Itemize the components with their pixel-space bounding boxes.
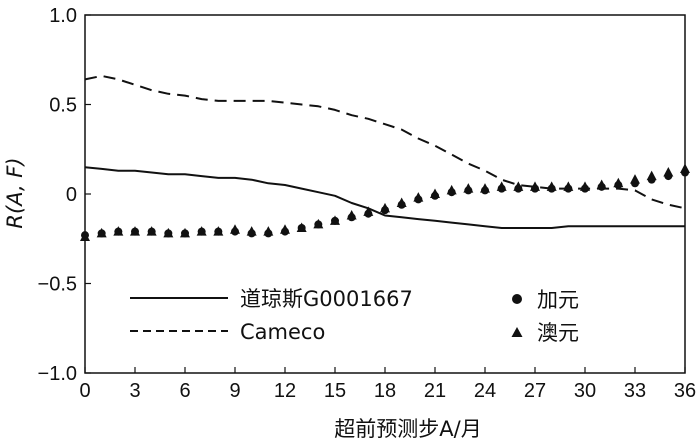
y-tick-label: 0.5	[49, 95, 77, 117]
aud-point	[663, 167, 674, 177]
legend-triangle-marker-icon	[511, 327, 523, 337]
x-tick-label: 18	[374, 380, 396, 402]
series-line-1	[84, 74, 686, 210]
legend-label-cad: 加元	[537, 288, 579, 312]
aud-point	[113, 226, 124, 236]
aud-point	[180, 227, 190, 238]
aud-point	[496, 181, 507, 191]
series-line-0	[84, 166, 685, 229]
aud-point	[230, 224, 240, 234]
x-tick-label: 3	[129, 380, 140, 402]
aud-point	[413, 192, 424, 202]
aud-point	[330, 215, 340, 225]
aud-point	[596, 179, 607, 190]
aud-point	[563, 181, 574, 191]
aud-point	[646, 170, 657, 181]
aud-point	[613, 177, 624, 188]
aud-point	[396, 197, 407, 207]
axes	[84, 14, 686, 374]
aud-point	[246, 226, 257, 236]
aud-point	[163, 227, 174, 238]
legend-label-cameco: Cameco	[240, 320, 325, 344]
x-axis-title: 超前预测步A/月	[334, 417, 481, 441]
y-axis-title: R(A, F)	[3, 157, 27, 228]
y-tick-label: 1.0	[49, 5, 77, 27]
aud-point	[430, 188, 440, 198]
x-tick-label: 15	[324, 380, 346, 402]
aud-point	[630, 174, 640, 184]
legend-circle-marker-icon	[512, 294, 522, 304]
aud-point	[263, 226, 274, 236]
aud-point	[363, 206, 374, 216]
x-tick-label: 24	[474, 380, 496, 402]
x-tick-label: 0	[79, 380, 90, 402]
x-tick-label: 6	[179, 380, 190, 402]
legend-label-dow: 道琼斯G0001667	[240, 287, 413, 311]
y-tick-label: −1.0	[38, 363, 77, 385]
x-tick-label: 12	[274, 380, 296, 402]
aud-point	[96, 227, 107, 238]
plot-frame	[84, 14, 686, 374]
x-tick-label: 21	[424, 380, 446, 402]
y-tick-label: 0	[66, 184, 77, 206]
aud-point	[463, 183, 474, 193]
aud-point	[346, 209, 357, 220]
plot-series	[80, 74, 690, 241]
x-tick-label: 9	[229, 380, 240, 402]
x-tick-label: 33	[624, 380, 646, 402]
aud-point	[280, 224, 290, 234]
x-tick-label: 27	[524, 380, 546, 402]
aud-point	[130, 226, 140, 236]
aud-point	[380, 202, 390, 213]
aud-point	[480, 183, 490, 193]
aud-point	[530, 181, 540, 191]
aud-point	[546, 181, 557, 191]
y-tick-label: −0.5	[38, 274, 77, 296]
x-tick-label: 36	[674, 380, 696, 402]
x-tick-label: 30	[574, 380, 596, 402]
aud-point	[213, 226, 224, 236]
aud-point	[580, 181, 590, 191]
legend: 道琼斯G0001667 Cameco 加元 澳元	[130, 287, 579, 345]
aud-point	[446, 184, 457, 195]
legend-label-aud: 澳元	[537, 321, 579, 345]
aud-point	[146, 226, 157, 236]
aud-point	[296, 222, 307, 233]
ticks: 0 3 6 9 12 15 18 21 24 27 30 33 361.00.50−0.5−1.0	[38, 5, 697, 402]
aud-point	[196, 226, 207, 236]
aud-point	[513, 181, 524, 191]
aud-point	[313, 218, 324, 229]
